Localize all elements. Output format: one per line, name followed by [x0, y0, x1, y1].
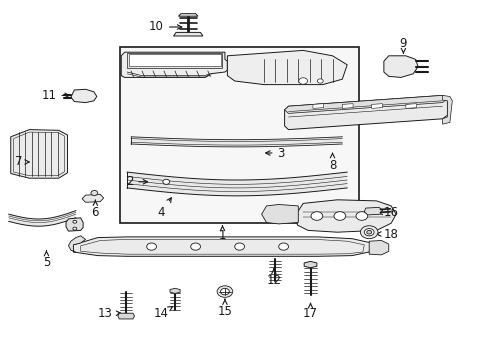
- Polygon shape: [284, 95, 447, 113]
- Text: 5: 5: [42, 251, 50, 269]
- Polygon shape: [442, 95, 451, 124]
- Circle shape: [364, 229, 373, 236]
- Bar: [127, 53, 222, 68]
- Circle shape: [355, 212, 367, 220]
- Text: 8: 8: [328, 153, 336, 172]
- Circle shape: [310, 212, 322, 220]
- Polygon shape: [261, 204, 298, 224]
- Bar: [120, 47, 359, 223]
- Circle shape: [163, 179, 169, 184]
- Text: 4: 4: [157, 198, 171, 219]
- Text: 2: 2: [125, 175, 147, 188]
- Circle shape: [317, 79, 323, 83]
- Text: 6: 6: [91, 200, 99, 219]
- Circle shape: [146, 243, 156, 250]
- Polygon shape: [297, 200, 395, 232]
- Circle shape: [366, 230, 371, 234]
- Text: 3: 3: [265, 147, 285, 159]
- Text: 7: 7: [15, 156, 29, 168]
- Circle shape: [298, 78, 307, 84]
- Polygon shape: [405, 104, 416, 108]
- Polygon shape: [71, 89, 97, 103]
- Polygon shape: [68, 236, 85, 252]
- Polygon shape: [371, 104, 382, 108]
- Text: 1: 1: [218, 226, 226, 242]
- Text: 11: 11: [41, 89, 69, 102]
- Polygon shape: [66, 218, 83, 231]
- Polygon shape: [364, 207, 382, 215]
- Polygon shape: [312, 104, 323, 108]
- Text: 17: 17: [303, 303, 317, 320]
- Text: 13: 13: [98, 307, 121, 320]
- Circle shape: [217, 286, 232, 297]
- Polygon shape: [11, 130, 67, 178]
- Polygon shape: [227, 50, 346, 85]
- Text: 10: 10: [149, 21, 182, 33]
- Circle shape: [333, 212, 345, 220]
- Polygon shape: [82, 194, 103, 202]
- Polygon shape: [284, 95, 447, 130]
- Circle shape: [73, 227, 77, 230]
- Text: 15: 15: [217, 299, 232, 318]
- Text: 12: 12: [266, 269, 281, 287]
- Circle shape: [73, 220, 77, 223]
- Text: 16: 16: [377, 206, 398, 219]
- Polygon shape: [73, 237, 371, 256]
- Polygon shape: [304, 261, 316, 268]
- Circle shape: [234, 243, 244, 250]
- Polygon shape: [383, 56, 417, 77]
- Bar: [129, 54, 220, 66]
- Polygon shape: [368, 240, 388, 255]
- Polygon shape: [121, 52, 227, 77]
- Circle shape: [220, 288, 229, 295]
- Text: 18: 18: [376, 228, 398, 240]
- Polygon shape: [342, 104, 352, 108]
- Circle shape: [91, 190, 98, 195]
- Polygon shape: [173, 32, 203, 36]
- Text: 9: 9: [399, 37, 407, 53]
- Circle shape: [278, 243, 288, 250]
- Polygon shape: [178, 14, 198, 16]
- Circle shape: [360, 226, 377, 239]
- Polygon shape: [118, 313, 134, 319]
- Polygon shape: [170, 288, 180, 293]
- Text: 14: 14: [154, 307, 172, 320]
- Circle shape: [190, 243, 200, 250]
